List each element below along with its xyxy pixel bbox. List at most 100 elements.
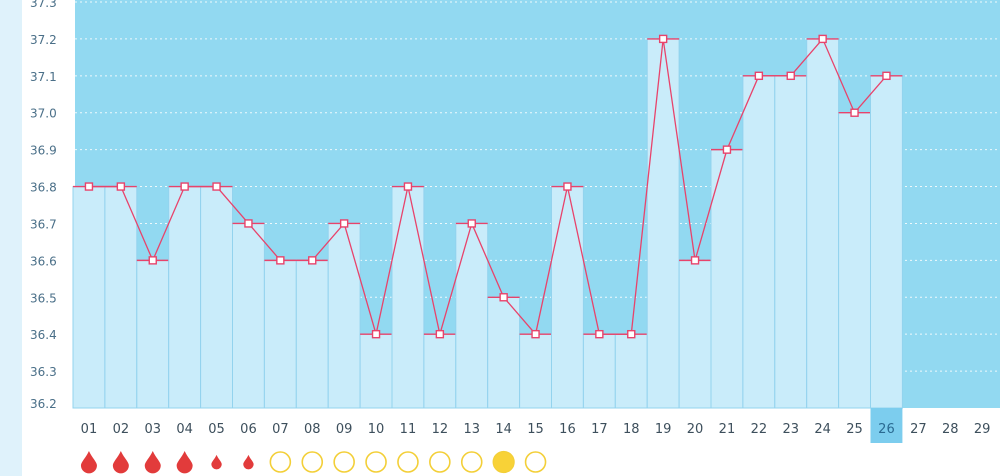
y-tick-label: 36.2 <box>30 397 57 411</box>
temperature-point <box>339 219 349 228</box>
filled-day-circle-icon[interactable] <box>492 450 515 474</box>
day-label[interactable]: 20 <box>687 422 704 437</box>
temperature-point <box>531 329 540 339</box>
temperature-bar <box>870 75 903 409</box>
temperature-bar <box>72 186 106 409</box>
day-label[interactable]: 28 <box>942 422 959 437</box>
today-highlight <box>870 408 903 443</box>
empty-day-circle-icon[interactable] <box>365 451 387 473</box>
day-label[interactable]: 21 <box>719 422 736 437</box>
y-tick-label: 37.2 <box>30 33 57 47</box>
heavy-flow-drop-icon[interactable] <box>176 451 193 474</box>
temperature-bar <box>551 186 584 409</box>
temperature-point <box>180 182 189 191</box>
temperature-bar <box>359 333 393 409</box>
temperature-point <box>690 256 700 265</box>
temperature-point <box>627 329 636 339</box>
day-label[interactable]: 07 <box>272 422 289 437</box>
day-label[interactable]: 27 <box>910 422 927 437</box>
light-flow-drop-icon[interactable] <box>243 454 254 470</box>
day-label[interactable]: 29 <box>974 422 991 437</box>
y-tick-label: 36.8 <box>30 181 57 195</box>
temperature-point <box>786 71 795 81</box>
day-label[interactable]: 02 <box>113 422 130 437</box>
left-margin <box>0 0 22 476</box>
day-label[interactable]: 03 <box>144 422 161 437</box>
day-label[interactable]: 14 <box>495 422 512 437</box>
day-label[interactable]: 19 <box>655 422 672 437</box>
day-label[interactable]: 17 <box>591 422 608 437</box>
temperature-bar <box>487 296 521 409</box>
y-tick-label: 37.3 <box>30 0 57 10</box>
temperature-point <box>148 256 157 265</box>
temperature-point <box>467 219 476 228</box>
temperature-point <box>563 182 572 191</box>
temperature-bar <box>838 112 871 409</box>
temperature-bar <box>168 186 202 409</box>
temperature-point <box>818 34 827 44</box>
temperature-bar <box>391 186 425 409</box>
temperature-point <box>308 256 317 265</box>
day-label[interactable]: 23 <box>782 422 799 437</box>
temperature-bar <box>136 259 170 409</box>
empty-day-circle-icon[interactable] <box>524 451 547 473</box>
day-label[interactable]: 16 <box>559 422 576 437</box>
temperature-point <box>371 329 381 339</box>
day-label[interactable]: 26 <box>878 422 895 437</box>
y-tick-label: 36.7 <box>30 217 57 231</box>
heavy-flow-drop-icon[interactable] <box>144 451 161 474</box>
day-label[interactable]: 04 <box>176 422 193 437</box>
y-axis-panel <box>22 0 75 408</box>
day-label[interactable]: 09 <box>336 422 353 437</box>
day-label[interactable]: 05 <box>208 422 225 437</box>
heavy-flow-drop-icon[interactable] <box>112 451 129 474</box>
temperature-point <box>754 71 764 81</box>
y-tick-label: 37.1 <box>30 70 57 84</box>
temperature-bar <box>423 333 457 409</box>
temperature-point <box>499 293 508 302</box>
temperature-bar <box>295 259 329 409</box>
temperature-bar <box>582 333 616 409</box>
y-tick-label: 36.4 <box>30 328 57 342</box>
temperature-bar <box>678 259 712 409</box>
empty-day-circle-icon[interactable] <box>333 451 355 473</box>
light-flow-drop-icon[interactable] <box>211 454 222 470</box>
temperature-bar <box>455 222 489 409</box>
temperature-bar <box>263 259 297 409</box>
day-label[interactable]: 24 <box>814 422 831 437</box>
temperature-bar <box>104 186 138 409</box>
day-label[interactable]: 13 <box>463 422 480 437</box>
y-tick-label: 36.6 <box>30 254 57 268</box>
y-tick-label: 36.3 <box>30 365 57 379</box>
temperature-point <box>212 182 221 191</box>
temperature-point <box>595 329 604 339</box>
day-label[interactable]: 12 <box>432 422 449 437</box>
temperature-bar <box>519 333 552 409</box>
temperature-bar <box>614 333 648 409</box>
day-label[interactable]: 10 <box>368 422 385 437</box>
temperature-point <box>850 108 859 117</box>
day-label[interactable]: 25 <box>846 422 863 437</box>
empty-day-circle-icon[interactable] <box>301 451 324 473</box>
day-label[interactable]: 11 <box>400 422 417 437</box>
temperature-point <box>403 182 413 191</box>
temperature-bar <box>646 38 680 409</box>
temperature-point <box>244 219 253 228</box>
empty-day-circle-icon[interactable] <box>397 451 419 473</box>
empty-day-circle-icon[interactable] <box>460 451 483 473</box>
temperature-point <box>722 145 732 154</box>
heavy-flow-drop-icon[interactable] <box>80 451 97 474</box>
day-label[interactable]: 15 <box>527 422 544 437</box>
day-label[interactable]: 06 <box>240 422 257 437</box>
day-label[interactable]: 18 <box>623 422 640 437</box>
temperature-point <box>435 329 445 339</box>
y-tick-label: 37.0 <box>30 107 57 121</box>
day-label[interactable]: 08 <box>304 422 321 437</box>
day-label[interactable]: 22 <box>751 422 768 437</box>
day-label[interactable]: 01 <box>81 422 98 437</box>
temperature-point <box>276 256 285 265</box>
empty-day-circle-icon[interactable] <box>429 451 451 473</box>
empty-day-circle-icon[interactable] <box>269 451 292 473</box>
